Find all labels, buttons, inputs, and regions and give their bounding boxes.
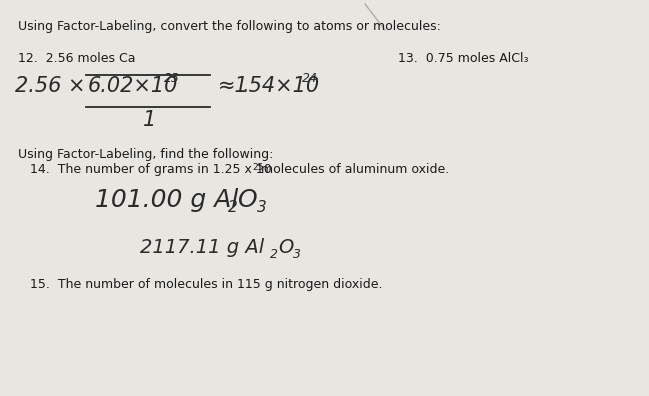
- Text: 23: 23: [164, 72, 180, 85]
- Text: 3: 3: [257, 200, 267, 215]
- Text: 1: 1: [143, 110, 156, 130]
- Text: 2: 2: [228, 200, 238, 215]
- Text: Using Factor-Labeling, find the following:: Using Factor-Labeling, find the followin…: [18, 148, 273, 161]
- Text: 12.  2.56 moles Ca: 12. 2.56 moles Ca: [18, 52, 136, 65]
- Text: 3: 3: [293, 248, 301, 261]
- Text: .54×10: .54×10: [243, 76, 320, 96]
- Text: 2117.11 g Al: 2117.11 g Al: [140, 238, 264, 257]
- Text: O: O: [238, 188, 258, 212]
- Text: 15.  The number of molecules in 115 g nitrogen dioxide.: 15. The number of molecules in 115 g nit…: [30, 278, 382, 291]
- Text: 101.00 g Al: 101.00 g Al: [95, 188, 238, 212]
- Text: ≈1: ≈1: [218, 76, 249, 96]
- Text: 2: 2: [270, 248, 278, 261]
- Text: O: O: [278, 238, 293, 257]
- Text: 13.  0.75 moles AlCl₃: 13. 0.75 moles AlCl₃: [398, 52, 528, 65]
- Text: Using Factor-Labeling, convert the following to atoms or molecules:: Using Factor-Labeling, convert the follo…: [18, 20, 441, 33]
- Text: molecules of aluminum oxide.: molecules of aluminum oxide.: [257, 163, 449, 176]
- Text: 24: 24: [302, 72, 318, 85]
- Text: 25: 25: [252, 163, 263, 172]
- Text: 2.56 ×: 2.56 ×: [15, 76, 92, 96]
- Text: 14.  The number of grams in 1.25 x 10: 14. The number of grams in 1.25 x 10: [30, 163, 272, 176]
- Text: 6.02×10: 6.02×10: [88, 76, 178, 96]
